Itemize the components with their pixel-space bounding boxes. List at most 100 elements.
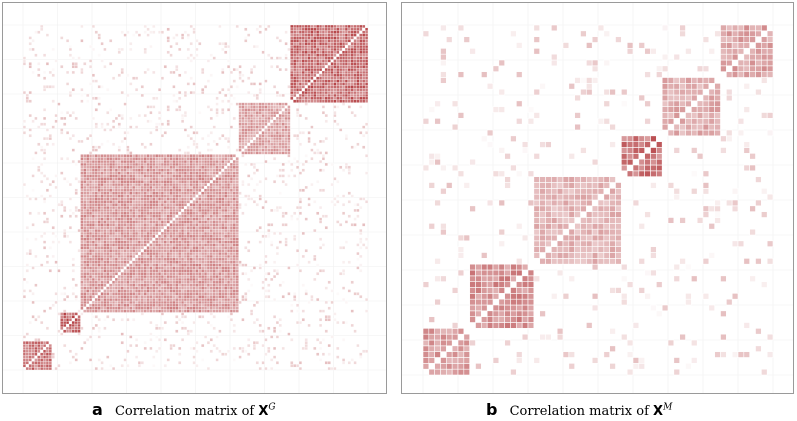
heatmap-cell <box>42 136 47 141</box>
heatmap-cell <box>359 50 363 54</box>
heatmap-cell <box>304 341 308 345</box>
heatmap-cell <box>163 251 167 256</box>
heatmap-cell <box>270 139 274 144</box>
heatmap-cell <box>215 165 219 169</box>
heatmap-cell <box>195 274 199 279</box>
heatmap-cell <box>235 171 239 175</box>
heatmap-cell <box>77 326 81 330</box>
heatmap-cell <box>83 341 87 345</box>
heatmap-cell <box>137 364 142 368</box>
heatmap-cell <box>313 62 317 66</box>
heatmap-cell <box>195 191 199 195</box>
heatmap-cell <box>238 111 242 115</box>
heatmap-cell <box>163 283 167 287</box>
heatmap-cell <box>255 228 259 233</box>
heatmap-cell <box>226 257 231 261</box>
heatmap-cell <box>336 90 340 95</box>
heatmap-cell <box>183 251 188 256</box>
heatmap-cell <box>94 231 98 236</box>
heatmap-cell <box>63 116 67 121</box>
heatmap-cell <box>31 300 35 305</box>
heatmap-cell <box>341 62 346 66</box>
heatmap-cell <box>293 62 297 66</box>
heatmap-cell <box>180 234 185 238</box>
heatmap-cell <box>45 177 50 181</box>
heatmap-cell <box>169 197 173 201</box>
heatmap-cell <box>86 99 90 103</box>
heatmap-cell <box>114 180 119 184</box>
heatmap-cell <box>137 177 142 181</box>
heatmap-cell <box>175 200 179 204</box>
heatmap-cell <box>160 165 165 169</box>
heatmap-cell <box>94 323 98 328</box>
heatmap-cell <box>264 366 268 371</box>
heatmap-cell <box>178 220 182 224</box>
heatmap-cell <box>344 73 349 77</box>
heatmap-cell <box>88 180 93 184</box>
heatmap-cell <box>209 280 213 284</box>
heatmap-cell <box>186 295 190 299</box>
heatmap-cell <box>198 251 202 256</box>
heatmap-cell <box>272 125 277 129</box>
heatmap-cell <box>86 237 90 241</box>
heatmap-cell <box>258 263 262 267</box>
heatmap-cell <box>201 257 205 261</box>
heatmap-cell <box>111 274 116 279</box>
heatmap-cell <box>316 151 320 155</box>
heatmap-cell <box>123 289 127 293</box>
heatmap-cell <box>183 269 188 273</box>
heatmap-cell <box>120 70 124 75</box>
heatmap-cell <box>298 96 303 100</box>
heatmap-cell <box>106 280 110 284</box>
heatmap-cell <box>140 312 144 316</box>
heatmap-cell <box>129 306 133 310</box>
heatmap-cell <box>229 269 234 273</box>
heatmap-cell <box>304 217 308 221</box>
heatmap-cell <box>275 335 280 339</box>
heatmap-cell <box>359 254 363 259</box>
heatmap-cell <box>166 177 170 181</box>
heatmap-cell <box>189 194 193 198</box>
heatmap-cell <box>114 297 119 302</box>
heatmap-cell <box>166 226 170 230</box>
heatmap-cell <box>290 79 294 83</box>
heatmap-cell <box>235 246 239 250</box>
heatmap-cell <box>232 177 236 181</box>
heatmap-cell <box>97 266 101 270</box>
heatmap-cell <box>293 237 297 241</box>
heatmap-cell <box>298 56 303 60</box>
heatmap-cell <box>333 366 337 371</box>
heatmap-cell <box>80 188 84 192</box>
heatmap-cell <box>172 306 176 310</box>
heatmap-cell <box>252 113 257 118</box>
heatmap-cell <box>212 280 216 284</box>
heatmap-cell <box>186 274 190 279</box>
heatmap-cell <box>321 168 326 172</box>
heatmap-cell <box>212 315 216 319</box>
heatmap-cell <box>37 142 41 146</box>
heatmap-cell <box>290 162 294 167</box>
heatmap-cell <box>114 269 119 273</box>
heatmap-cell <box>186 159 190 164</box>
heatmap-cell <box>347 73 351 77</box>
heatmap-cell <box>241 145 245 149</box>
heatmap-cell <box>362 85 366 89</box>
heatmap-cell <box>140 203 144 207</box>
heatmap-cell <box>356 93 360 98</box>
heatmap-cell <box>221 180 225 184</box>
heatmap-cell <box>114 251 119 256</box>
heatmap-cell <box>226 289 231 293</box>
heatmap-cell <box>166 165 170 169</box>
heatmap-cell <box>149 165 153 169</box>
heatmap-cell <box>218 174 222 178</box>
heatmap-cell <box>321 188 326 192</box>
heatmap-cell <box>120 191 124 195</box>
heatmap-cell <box>149 309 153 313</box>
heatmap-cell <box>155 154 159 158</box>
heatmap-cell <box>316 90 320 95</box>
heatmap-cell <box>80 240 84 244</box>
heatmap-cell <box>152 226 156 230</box>
heatmap-cell <box>155 194 159 198</box>
heatmap-cell <box>149 214 153 218</box>
heatmap-cell <box>270 243 274 247</box>
